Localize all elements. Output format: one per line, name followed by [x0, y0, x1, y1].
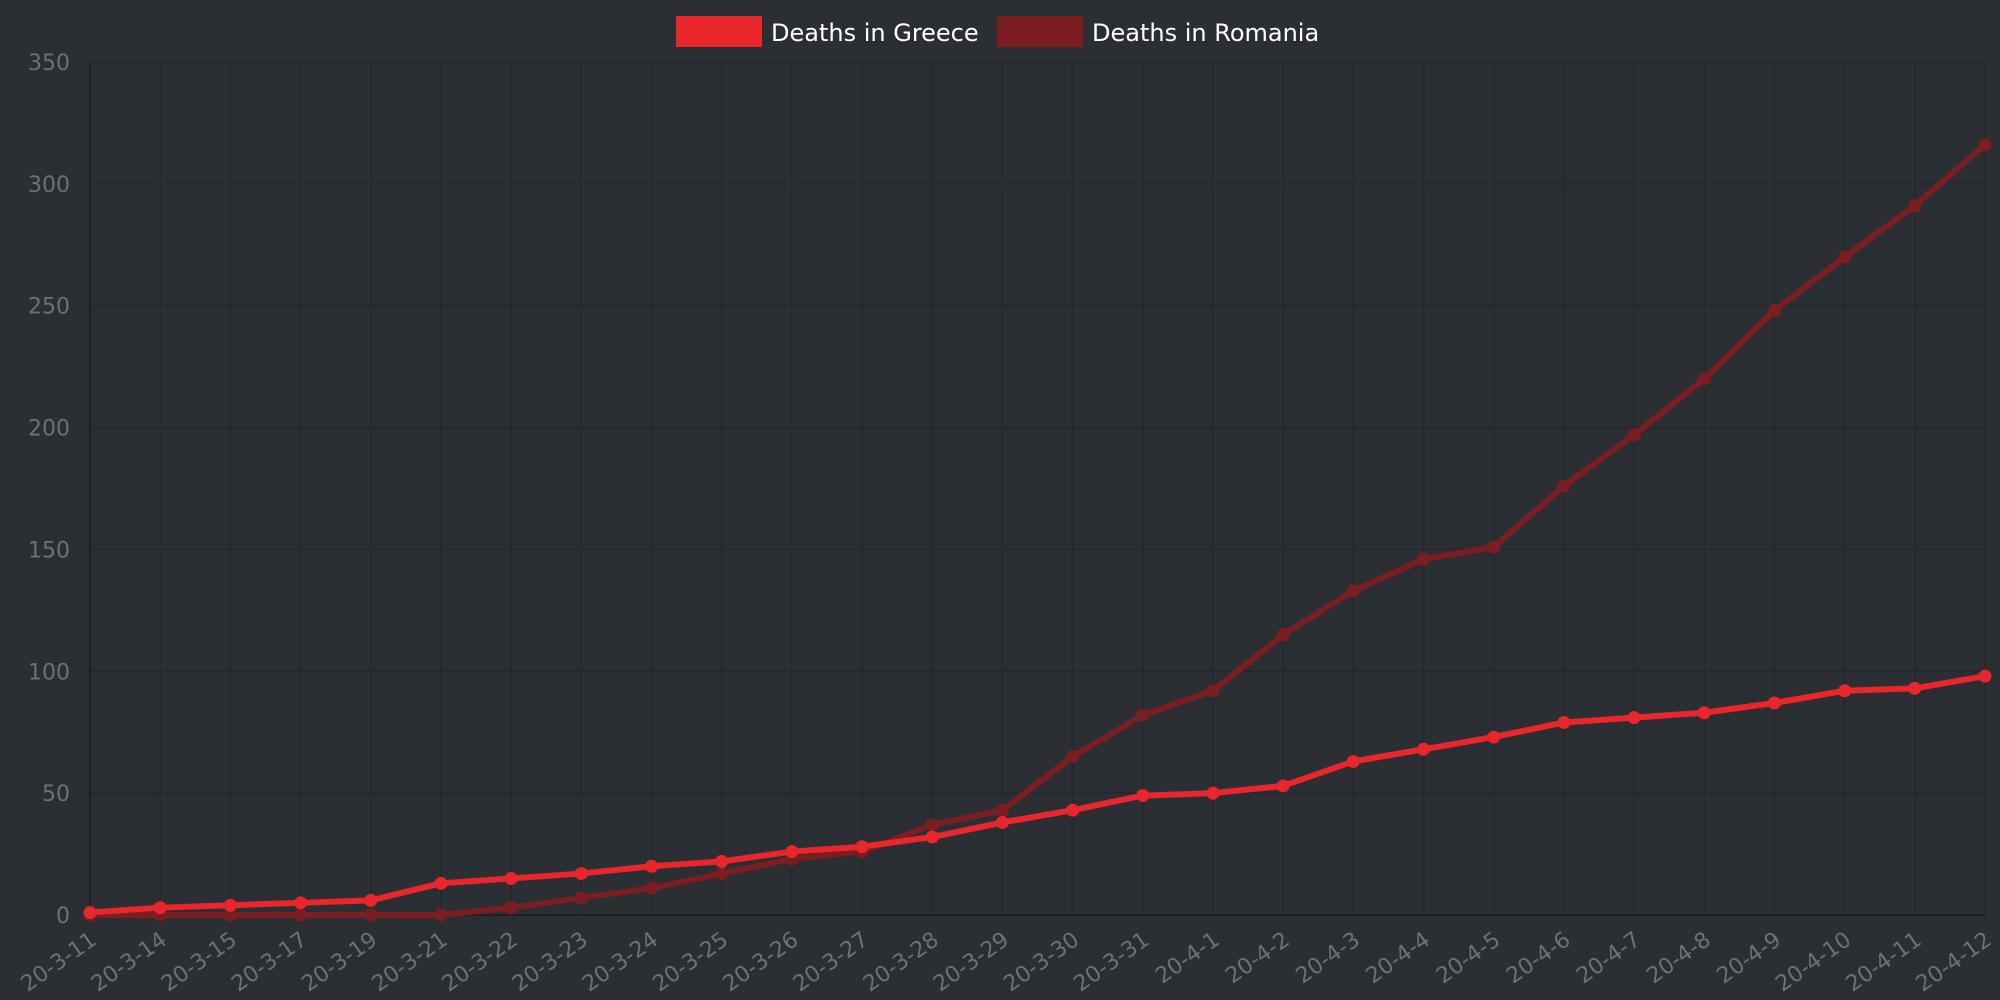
legend-label: Deaths in Romania: [1092, 19, 1319, 47]
y-tick-label: 250: [28, 295, 70, 320]
x-tick-label: 20-3-26: [719, 927, 804, 997]
x-tick-label: 20-4-7: [1572, 927, 1645, 989]
data-point: [1487, 540, 1501, 554]
data-point: [1557, 715, 1571, 729]
data-point: [1627, 428, 1641, 442]
x-tick-label: 20-3-29: [929, 927, 1014, 997]
x-tick-label: 20-4-6: [1502, 927, 1575, 989]
data-point: [364, 893, 378, 907]
y-tick-label: 300: [28, 173, 70, 198]
x-tick-label: 20-3-21: [368, 927, 453, 997]
data-point: [504, 871, 518, 885]
y-tick-label: 50: [42, 782, 70, 807]
y-tick-label: 200: [28, 417, 70, 442]
series-line-romania: [87, 141, 1988, 918]
data-point: [644, 881, 658, 895]
data-point: [294, 908, 308, 922]
data-point: [855, 840, 869, 854]
data-point: [1697, 372, 1711, 386]
data-point: [1978, 669, 1992, 683]
x-tick-label: 20-3-19: [297, 927, 382, 997]
data-point: [1908, 681, 1922, 695]
data-point: [644, 859, 658, 873]
data-point: [223, 908, 237, 922]
data-point: [223, 898, 237, 912]
y-tick-label: 350: [28, 51, 70, 76]
x-tick-label: 20-4-3: [1292, 927, 1365, 989]
x-tick-label: 20-4-10: [1771, 927, 1856, 997]
data-point: [1908, 199, 1922, 213]
grid-lines: [89, 61, 1986, 916]
data-point: [995, 815, 1009, 829]
data-point: [574, 891, 588, 905]
x-tick-label: 20-3-23: [508, 927, 593, 997]
data-point: [504, 901, 518, 915]
legend-label: Deaths in Greece: [771, 19, 979, 47]
x-tick-label: 20-3-14: [87, 927, 172, 997]
series-line-greece: [87, 673, 1988, 916]
x-tick-label: 20-4-4: [1362, 927, 1435, 989]
data-point: [995, 803, 1009, 817]
y-tick-label: 150: [28, 538, 70, 563]
data-point: [1487, 730, 1501, 744]
data-point: [1206, 684, 1220, 698]
data-point: [1206, 786, 1220, 800]
data-point: [1066, 803, 1080, 817]
legend[interactable]: Deaths in Greece Deaths in Romania: [676, 16, 1319, 47]
series-layer: [83, 138, 1992, 922]
data-point: [294, 896, 308, 910]
x-tick-label: 20-4-1: [1151, 927, 1224, 989]
x-tick-label: 20-4-12: [1912, 927, 1997, 997]
data-point: [1767, 696, 1781, 710]
x-tick-label: 20-3-30: [999, 927, 1084, 997]
x-tick-label: 20-3-15: [157, 927, 242, 997]
x-tick-label: 20-3-24: [578, 927, 663, 997]
x-axis-tick-labels: 20-3-1120-3-1420-3-1520-3-1720-3-1920-3-…: [17, 927, 1997, 997]
data-point: [1697, 706, 1711, 720]
x-tick-label: 20-3-25: [648, 927, 733, 997]
data-point: [1838, 684, 1852, 698]
x-tick-label: 20-3-11: [17, 927, 102, 997]
data-point: [1276, 628, 1290, 642]
y-tick-label: 0: [56, 904, 70, 929]
data-point: [1066, 750, 1080, 764]
data-point: [1627, 711, 1641, 725]
x-tick-label: 20-4-5: [1432, 927, 1505, 989]
data-point: [83, 906, 97, 920]
x-tick-label: 20-4-8: [1642, 927, 1715, 989]
data-point: [153, 901, 167, 915]
data-point: [1346, 754, 1360, 768]
data-point: [1767, 304, 1781, 318]
data-point: [1978, 138, 1992, 152]
data-point: [364, 908, 378, 922]
data-point: [715, 867, 729, 881]
data-point: [1276, 779, 1290, 793]
x-tick-label: 20-3-17: [227, 927, 312, 997]
y-axis-tick-labels: 0 50 100 150 200 250 300 350: [28, 51, 70, 929]
data-point: [1136, 789, 1150, 803]
x-tick-label: 20-4-11: [1842, 927, 1927, 997]
data-point: [785, 845, 799, 859]
x-tick-label: 20-3-27: [789, 927, 874, 997]
x-tick-label: 20-3-28: [859, 927, 944, 997]
data-point: [1346, 584, 1360, 598]
data-point: [1838, 250, 1852, 264]
x-tick-label: 20-3-31: [1070, 927, 1155, 997]
data-point: [434, 908, 448, 922]
data-point: [1557, 479, 1571, 493]
data-point: [925, 818, 939, 832]
legend-swatch: [676, 16, 762, 47]
data-point: [1417, 552, 1431, 566]
legend-swatch: [997, 16, 1083, 47]
data-point: [574, 867, 588, 881]
x-tick-label: 20-4-2: [1221, 927, 1294, 989]
y-tick-label: 100: [28, 660, 70, 685]
x-tick-label: 20-3-22: [438, 927, 523, 997]
data-point: [1136, 708, 1150, 722]
data-point: [925, 830, 939, 844]
data-point: [434, 876, 448, 890]
data-point: [1417, 742, 1431, 756]
data-point: [715, 854, 729, 868]
